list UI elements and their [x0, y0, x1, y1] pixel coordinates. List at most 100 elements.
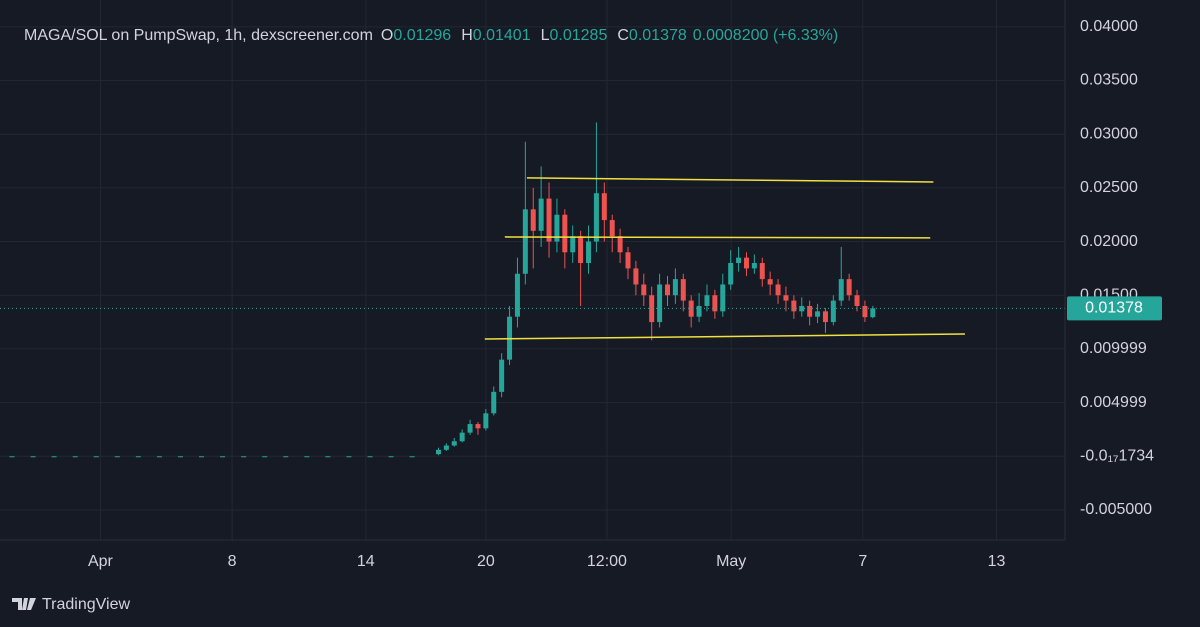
- y-tick-label: 0.02000: [1080, 233, 1138, 250]
- candle-body: [799, 305, 805, 312]
- y-tick-label: 0.004999: [1080, 394, 1147, 411]
- candle-body: [672, 279, 678, 296]
- candle-body: [617, 236, 623, 253]
- candle-body: [283, 456, 289, 458]
- x-tick-label: 12:00: [587, 553, 627, 570]
- candle-body: [220, 456, 226, 458]
- chart-title: MAGA/SOL on PumpSwap, 1h, dexscreener.co…: [24, 27, 373, 44]
- y-tick-label: 0.03500: [1080, 72, 1138, 89]
- candle-body: [751, 263, 757, 269]
- candle-body: [593, 193, 599, 242]
- candle-body: [538, 198, 544, 231]
- candle-body: [759, 263, 765, 280]
- candle-body: [728, 263, 734, 285]
- chart-header: MAGA/SOL on PumpSwap, 1h, dexscreener.co…: [24, 27, 838, 44]
- candle-body: [815, 311, 821, 317]
- candle-body: [862, 305, 868, 318]
- ohlc-label: L: [541, 27, 550, 44]
- candle-body: [475, 424, 481, 429]
- candle-body: [854, 295, 860, 306]
- x-tick-label: 13: [988, 553, 1006, 570]
- x-tick-label: 7: [858, 553, 867, 570]
- candle-body: [696, 305, 702, 317]
- trend-line: [526, 177, 934, 183]
- candle-body: [830, 300, 836, 323]
- ohlc-label: H: [461, 27, 473, 44]
- candle-body: [625, 252, 631, 269]
- candle-body: [443, 445, 449, 450]
- candle-body: [135, 456, 141, 458]
- candle-body: [499, 359, 505, 392]
- y-tick-label: -0.0₁₇1734: [1080, 447, 1154, 464]
- candle-body: [807, 305, 813, 317]
- ohlc-label: C: [617, 27, 629, 44]
- candle-body: [367, 456, 373, 458]
- candle-body: [156, 456, 162, 458]
- candle-body: [609, 220, 615, 237]
- candle-body: [578, 236, 584, 264]
- grid: [0, 0, 1065, 540]
- candle-body: [72, 456, 78, 458]
- y-tick-label: -0.005000: [1080, 501, 1152, 518]
- candle-body: [783, 295, 789, 301]
- x-tick-label: 14: [357, 553, 375, 570]
- candle-body: [199, 456, 205, 458]
- plot: [0, 122, 1065, 458]
- candle-body: [522, 209, 528, 274]
- candle-body: [870, 308, 876, 318]
- x-tick-label: 20: [477, 553, 495, 570]
- candle-body: [822, 311, 828, 323]
- logo-icon: [12, 598, 36, 610]
- trend-line: [504, 236, 931, 239]
- candle-body: [688, 300, 694, 317]
- candle-body: [838, 279, 844, 301]
- candle-body: [546, 198, 552, 242]
- x-tick-label: 8: [228, 553, 237, 570]
- candle-body: [649, 295, 655, 323]
- candle-body: [491, 391, 497, 414]
- candle-body: [704, 295, 710, 306]
- candle-body: [241, 456, 247, 458]
- candle-body: [325, 456, 331, 458]
- candle-body: [767, 279, 773, 285]
- candle-body: [601, 193, 607, 221]
- candle-body: [586, 241, 592, 264]
- candle-body: [664, 284, 670, 296]
- y-tick-label: 0.03000: [1080, 125, 1138, 142]
- ohlc-value: 0.01401: [473, 27, 531, 44]
- candle-body: [641, 284, 647, 296]
- candle-body: [467, 424, 473, 433]
- candle-body: [712, 295, 718, 312]
- candle-body: [530, 209, 536, 231]
- candle-body: [409, 456, 415, 458]
- last-price-box: [1067, 296, 1162, 321]
- candle-body: [388, 456, 394, 458]
- candle-body: [459, 432, 465, 442]
- candle-body: [346, 456, 352, 458]
- ohlc-value: 0.01378: [629, 27, 687, 44]
- candle-body: [262, 456, 268, 458]
- candle-body: [435, 449, 441, 455]
- y-tick-label: 0.04000: [1080, 18, 1138, 35]
- trend-line: [484, 333, 965, 340]
- footer-brand: TradingView: [42, 596, 130, 613]
- y-tick-label: 0.009999: [1080, 340, 1147, 357]
- y-tick-label: 0.02500: [1080, 179, 1138, 196]
- ohlc-label: O: [381, 27, 393, 44]
- ohlc-value: 0.01285: [550, 27, 608, 44]
- candle-body: [657, 284, 663, 323]
- candle-body: [114, 456, 120, 458]
- candle-body: [554, 214, 560, 242]
- candle-body: [846, 279, 852, 296]
- candle-body: [736, 257, 742, 264]
- candle-body: [177, 456, 183, 458]
- candle-body: [514, 273, 520, 317]
- candle-body: [570, 236, 576, 253]
- candle-body: [30, 456, 36, 458]
- ohlc-value: 0.01296: [393, 27, 451, 44]
- candle-body: [9, 456, 15, 458]
- candle-body: [775, 284, 781, 296]
- change: 0.0008200 (+6.33%): [693, 27, 838, 44]
